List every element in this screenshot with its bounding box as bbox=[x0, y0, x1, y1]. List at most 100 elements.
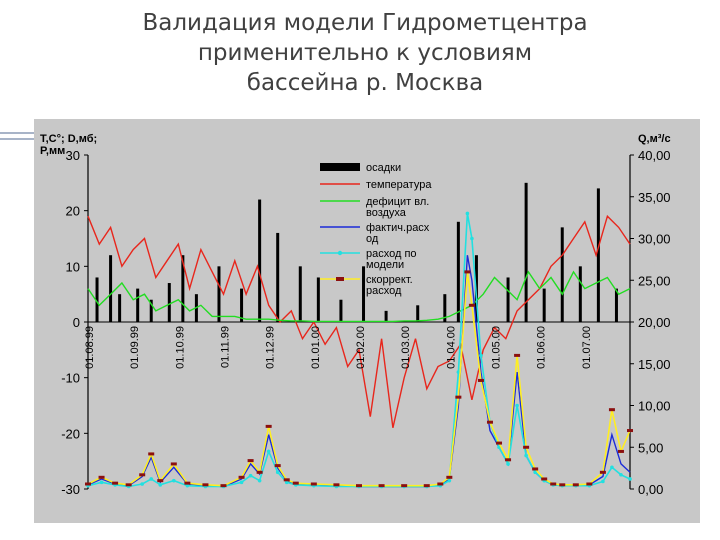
accent-line bbox=[0, 138, 48, 140]
corrected-marker bbox=[170, 462, 177, 466]
x-date-label: 01.02.00 bbox=[355, 326, 367, 369]
corrected-marker bbox=[310, 482, 317, 486]
corrected-marker bbox=[256, 470, 263, 474]
model-marker bbox=[149, 477, 154, 481]
precip-bar bbox=[384, 310, 388, 322]
corrected-marker bbox=[617, 449, 624, 453]
left-tick-label: 10 bbox=[66, 259, 80, 274]
model-marker bbox=[248, 473, 253, 478]
corrected-marker bbox=[220, 484, 227, 488]
corrected-marker bbox=[202, 483, 209, 487]
decorative-accent-bar bbox=[0, 132, 48, 142]
model-marker bbox=[524, 453, 528, 458]
precip-bar bbox=[298, 266, 302, 322]
corrected-marker bbox=[550, 482, 557, 486]
precip-bar bbox=[614, 288, 618, 322]
legend-label: скоррект. bbox=[366, 274, 413, 286]
model-marker bbox=[610, 465, 614, 470]
chart-axes: 30 20 10 0 -10 -20 -30 40,00 35,00 30,00 25,00 20,0… bbox=[40, 133, 671, 497]
precip-bars bbox=[95, 182, 618, 322]
x-axis-labels: 01.08.99 01.09.99 01.10.99 01.11.99 01.12.99… bbox=[84, 326, 593, 369]
x-date-label: 01.12.99 bbox=[265, 326, 277, 369]
precip-bar bbox=[240, 288, 244, 322]
corrected-marker bbox=[274, 464, 281, 468]
model-marker bbox=[172, 478, 176, 483]
x-date-label: 01.01.00 bbox=[310, 326, 322, 369]
right-tick-label: 25,00 bbox=[638, 273, 671, 288]
model-marker bbox=[99, 480, 104, 485]
legend-label: расход по bbox=[366, 248, 417, 260]
model-marker bbox=[506, 462, 510, 466]
corrected-marker bbox=[423, 484, 430, 488]
left-tick-label: 20 bbox=[66, 204, 80, 219]
precip-bar bbox=[416, 305, 420, 322]
corrected-marker bbox=[184, 481, 191, 485]
left-tick-label: 0 bbox=[73, 315, 80, 330]
corrected-marker bbox=[455, 395, 462, 399]
title-line-3: бассейна р. Москва bbox=[246, 70, 484, 96]
corrected-marker bbox=[157, 479, 164, 483]
corrected-marker bbox=[125, 483, 132, 487]
precip-bar bbox=[339, 299, 343, 322]
precip-bar bbox=[362, 266, 366, 322]
corrected-marker bbox=[401, 484, 408, 488]
right-axis-title: Q,м³/с bbox=[638, 133, 671, 145]
corrected-marker bbox=[496, 441, 503, 445]
model-marker bbox=[158, 483, 163, 487]
chart-legend: осадки температура дефицит вл.воздуха факти… bbox=[320, 162, 432, 297]
precip-bar bbox=[258, 199, 262, 322]
corrected-marker bbox=[505, 458, 512, 462]
precip-bar bbox=[217, 266, 221, 322]
corrected-marker bbox=[238, 475, 245, 479]
model-marker bbox=[284, 480, 289, 485]
precip-bar bbox=[542, 288, 546, 322]
precip-bar bbox=[578, 266, 582, 322]
corrected-marker bbox=[514, 353, 521, 357]
precip-bar bbox=[506, 277, 510, 322]
chart-panel: 30 20 10 0 -10 -20 -30 40,00 35,00 30,00 25,00 20,0… bbox=[34, 119, 700, 523]
legend-swatch bbox=[320, 163, 360, 171]
corrected-marker bbox=[468, 303, 475, 307]
precip-bar bbox=[167, 283, 171, 322]
legend-label: од bbox=[366, 233, 379, 245]
precip-bar bbox=[276, 232, 280, 322]
legend-label: модели bbox=[366, 259, 404, 271]
precip-bar bbox=[456, 221, 460, 322]
legend-label: дефицит вл. bbox=[366, 196, 429, 208]
precip-bar bbox=[316, 277, 320, 322]
right-tick-label: 5,00 bbox=[638, 440, 663, 455]
precip-bar bbox=[118, 294, 122, 322]
right-tick-label: 35,00 bbox=[638, 190, 671, 205]
model-marker bbox=[257, 478, 262, 483]
x-date-label: 01.07.00 bbox=[581, 326, 593, 369]
hydro-chart: 30 20 10 0 -10 -20 -30 40,00 35,00 30,00 25,00 20,0… bbox=[40, 133, 671, 497]
right-tick-label: 0,00 bbox=[638, 482, 663, 497]
corrected-marker bbox=[356, 484, 362, 488]
model-marker bbox=[619, 473, 623, 477]
right-tick-label: 40,00 bbox=[638, 148, 671, 163]
x-date-label: 01.05.00 bbox=[491, 326, 503, 369]
legend-marker bbox=[337, 250, 343, 256]
accent-line bbox=[0, 132, 48, 134]
x-date-label: 01.09.99 bbox=[129, 326, 141, 369]
corrected-marker bbox=[532, 467, 539, 471]
model-marker bbox=[239, 480, 244, 485]
model-marker bbox=[479, 353, 483, 358]
corrected-marker bbox=[523, 445, 530, 449]
model-marker bbox=[515, 403, 519, 408]
model-marker bbox=[185, 483, 190, 488]
corrected-marker bbox=[486, 420, 493, 424]
corrected-marker bbox=[437, 482, 444, 486]
x-date-label: 01.10.99 bbox=[174, 326, 186, 369]
corrected-marker bbox=[139, 473, 146, 477]
left-axis-title: P,мм bbox=[40, 145, 65, 157]
model-marker bbox=[275, 470, 280, 475]
precip-bar bbox=[181, 255, 185, 322]
precip-bar bbox=[149, 299, 153, 322]
right-tick-label: 30,00 bbox=[638, 232, 671, 247]
legend-label: осадки bbox=[366, 162, 401, 174]
corrected-marker bbox=[572, 483, 579, 487]
right-tick-label: 15,00 bbox=[638, 357, 671, 372]
right-tick-label: 10,00 bbox=[638, 399, 671, 414]
model-marker bbox=[140, 482, 144, 486]
